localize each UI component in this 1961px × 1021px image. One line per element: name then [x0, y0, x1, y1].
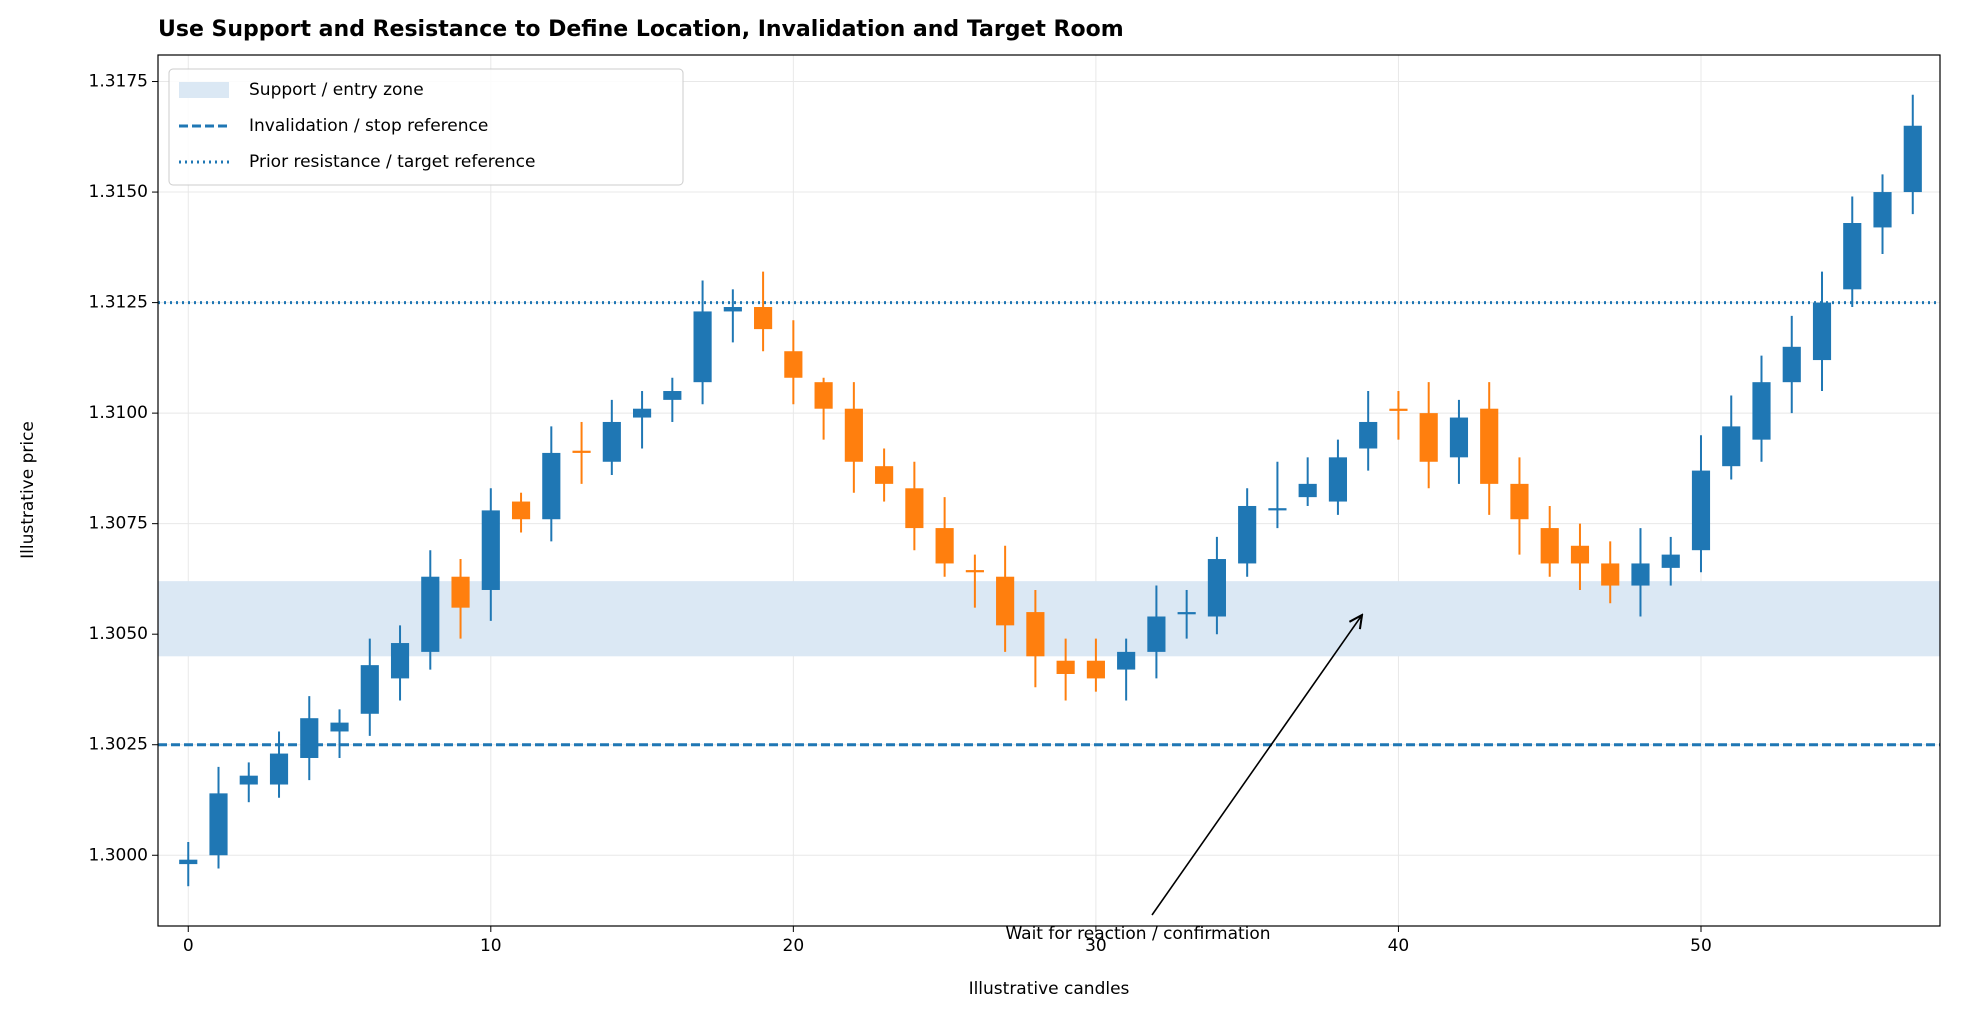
- candle-body: [602, 421, 621, 462]
- candle-body: [1359, 421, 1378, 449]
- candle-body: [935, 528, 954, 564]
- candle-body: [1691, 470, 1711, 551]
- y-tick-label: 1.3150: [89, 182, 148, 202]
- candle-body: [754, 307, 773, 330]
- candle-body: [1510, 483, 1529, 520]
- candle-body: [209, 793, 228, 856]
- candle-body: [1449, 417, 1469, 458]
- candle-body: [1540, 528, 1559, 564]
- candle-body: [1298, 483, 1317, 498]
- candle-body: [1419, 413, 1438, 462]
- candle-body: [1056, 660, 1075, 674]
- y-tick-label: 1.3050: [89, 624, 148, 644]
- x-axis-label: Illustrative candles: [969, 979, 1130, 999]
- candle-body: [723, 307, 742, 312]
- x-tick-label: 40: [1388, 936, 1410, 956]
- y-tick-label: 1.3125: [89, 293, 148, 313]
- candle-body: [542, 452, 561, 520]
- candle-body: [481, 510, 500, 590]
- candle-body: [1601, 563, 1620, 586]
- candle-body: [1389, 408, 1408, 411]
- candle-body: [1147, 616, 1166, 652]
- candle-body: [300, 718, 319, 758]
- x-tick-label: 10: [480, 936, 502, 956]
- candle-body: [269, 753, 289, 785]
- x-tick-label: 20: [783, 936, 805, 956]
- candle-body: [1873, 192, 1892, 228]
- candle-body: [239, 775, 258, 785]
- y-axis-label: Illustrative price: [18, 421, 38, 559]
- candle-body: [875, 466, 894, 484]
- candle-body: [693, 311, 712, 383]
- candle-body: [1843, 223, 1862, 290]
- candle-body: [1026, 612, 1045, 657]
- candle-body: [511, 501, 531, 520]
- plot-frame: [157, 54, 1941, 927]
- candle-body: [179, 859, 198, 865]
- candle-body: [1903, 125, 1922, 193]
- candle-body: [1328, 457, 1348, 502]
- candle-body: [844, 408, 863, 462]
- candle-body: [572, 450, 591, 453]
- x-tick-label: 50: [1690, 936, 1712, 956]
- candle-body: [996, 576, 1015, 626]
- candle-body: [814, 382, 833, 409]
- legend-box: [168, 68, 684, 186]
- legend-label: Prior resistance / target reference: [249, 152, 535, 172]
- candle-body: [965, 570, 984, 573]
- annotation-arrow: [1151, 615, 1362, 916]
- legend-label: Support / entry zone: [249, 80, 424, 100]
- candle-body: [1238, 505, 1257, 564]
- candle-body: [1782, 346, 1801, 383]
- candle-body: [421, 576, 440, 652]
- candle-body: [632, 408, 652, 418]
- candle-body: [360, 665, 379, 714]
- candle-body: [1268, 508, 1287, 511]
- candle-body: [1177, 612, 1196, 615]
- candle-body: [330, 722, 349, 732]
- candle-body: [1722, 426, 1741, 467]
- annotation: Wait for reaction / confirmation: [1005, 924, 1270, 944]
- legend: Support / entry zone Invalidation / stop …: [168, 68, 684, 186]
- legend-label: Invalidation / stop reference: [249, 116, 488, 136]
- y-tick-label: 1.3000: [89, 845, 148, 865]
- candle-body: [1117, 651, 1136, 670]
- candle-body: [663, 391, 682, 400]
- candle-body: [451, 576, 470, 608]
- candle-body: [1570, 545, 1590, 564]
- x-tick-label: 30: [1085, 936, 1107, 956]
- candle-body: [905, 488, 924, 529]
- candle-body: [1752, 382, 1771, 440]
- y-tick-label: 1.3100: [89, 403, 148, 423]
- candle-body: [1631, 563, 1650, 586]
- candle-body: [390, 643, 410, 679]
- candle-body: [1661, 554, 1680, 568]
- y-tick-label: 1.3075: [89, 514, 148, 534]
- y-tick-label: 1.3025: [89, 735, 148, 755]
- y-tick-label: 1.3175: [89, 72, 148, 92]
- candle-body: [1086, 660, 1105, 679]
- chart-title: Use Support and Resistance to Define Loc…: [158, 17, 1124, 42]
- candle-body: [784, 351, 803, 378]
- candle-body: [1812, 302, 1832, 361]
- legend-swatch: [179, 82, 229, 98]
- x-tick-label: 0: [183, 936, 194, 956]
- candle-body: [1480, 408, 1499, 484]
- candle-body: [1207, 559, 1226, 617]
